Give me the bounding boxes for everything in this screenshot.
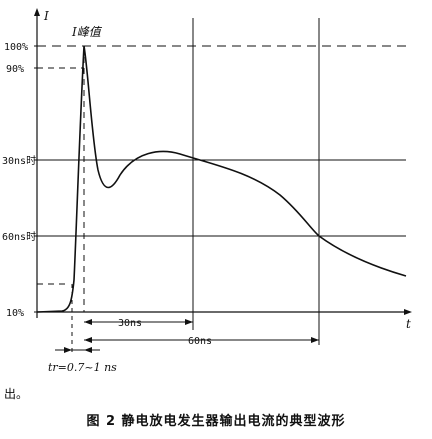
dim-30ns-arrow-r: [185, 319, 193, 325]
y-axis-label: I: [43, 9, 49, 23]
dim-30ns-arrow-l: [84, 319, 92, 325]
figure-caption: 图 2 静电放电发生器输出电流的典型波形: [86, 414, 346, 429]
ytick-label-100: 100%: [4, 42, 28, 53]
ytick-label-10: 10%: [6, 308, 24, 319]
rise-time-label: tr=0.7~1 ns: [48, 361, 117, 374]
ytick-label-60ns: 60ns时: [2, 231, 36, 243]
dim-60ns-arrow-l: [84, 337, 92, 343]
y-axis-arrow: [34, 8, 40, 16]
text-fragment: 出。: [4, 387, 29, 401]
current-waveform-line: [36, 45, 407, 313]
x-axis-arrow: [404, 309, 412, 315]
dim-tr-arrow-r: [84, 347, 92, 353]
ytick-label-30ns: 30ns时: [2, 155, 36, 167]
ytick-label-90: 90%: [6, 64, 24, 75]
dim-tr-arrow-l: [64, 347, 72, 353]
x-axis-label: t: [406, 317, 411, 331]
interval-label-30ns: 30ns: [118, 318, 142, 329]
peak-label: I峰值: [71, 25, 103, 39]
dim-60ns-arrow-r: [311, 337, 319, 343]
interval-label-60ns: 60ns: [188, 336, 212, 347]
